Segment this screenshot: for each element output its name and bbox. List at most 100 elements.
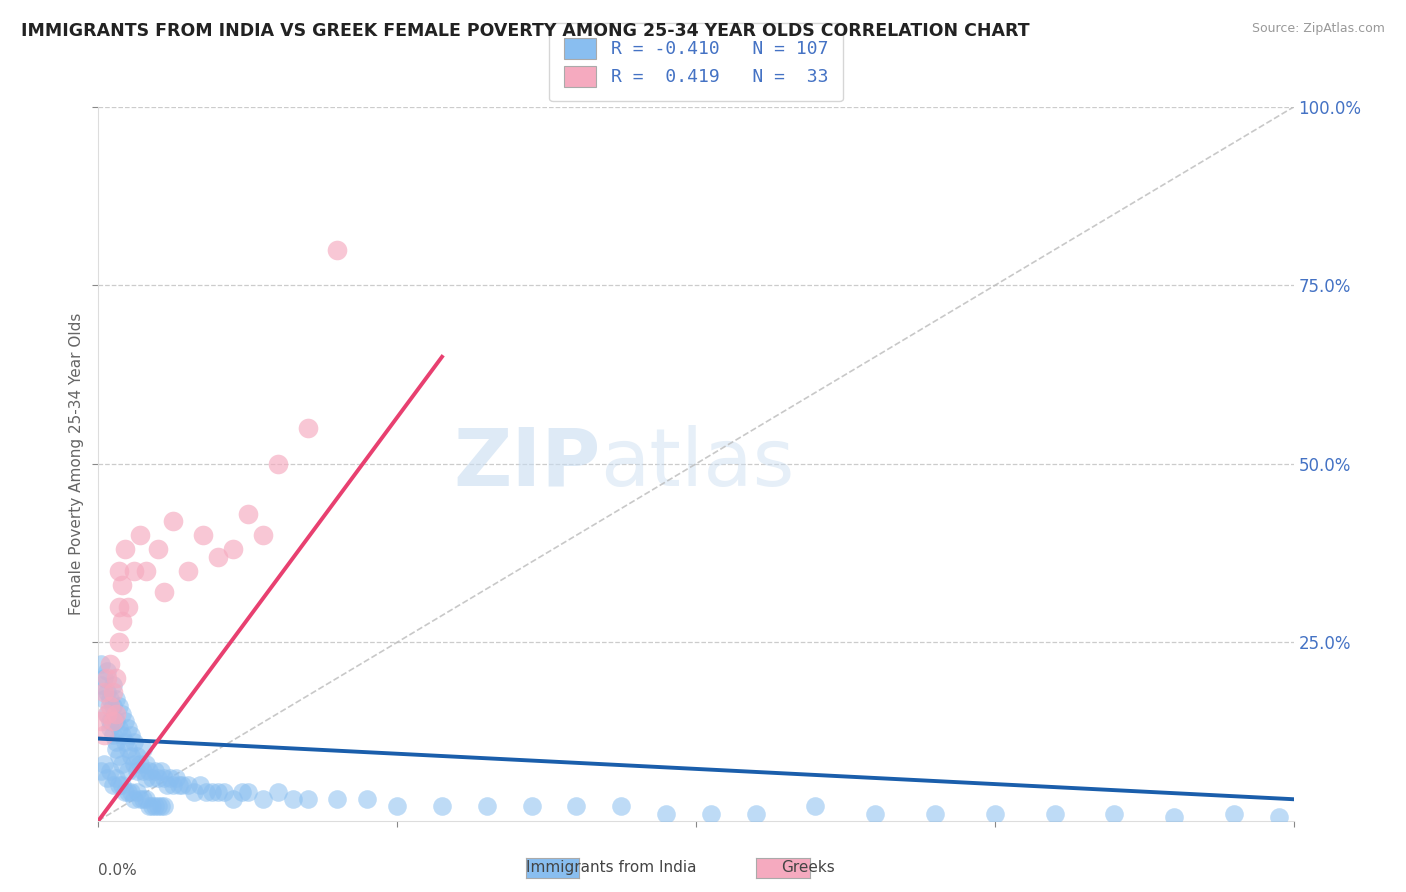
Point	[162, 514, 184, 528]
Point	[148, 799, 170, 814]
Point	[172, 778, 194, 792]
Point	[610, 799, 633, 814]
Point	[120, 728, 142, 742]
Point	[114, 542, 136, 557]
Point	[120, 785, 142, 799]
Point	[114, 785, 136, 799]
Point	[111, 756, 134, 771]
Point	[520, 799, 543, 814]
Point	[745, 806, 768, 821]
Point	[326, 792, 349, 806]
Point	[98, 721, 122, 735]
Point	[96, 706, 118, 721]
Point	[865, 806, 887, 821]
Point	[150, 799, 173, 814]
Point	[93, 692, 115, 706]
Point	[96, 664, 118, 678]
Point	[111, 728, 134, 742]
Point	[297, 421, 319, 435]
Point	[105, 735, 128, 749]
Point	[156, 778, 179, 792]
Point	[153, 585, 176, 599]
Point	[183, 785, 205, 799]
Point	[103, 714, 125, 728]
Legend: R = -0.410   N = 107, R =  0.419   N =  33: R = -0.410 N = 107, R = 0.419 N = 33	[550, 23, 842, 101]
Point	[98, 764, 122, 778]
Point	[159, 771, 181, 785]
Point	[430, 799, 453, 814]
Point	[252, 792, 274, 806]
Point	[207, 785, 229, 799]
Point	[111, 778, 134, 792]
Point	[114, 735, 136, 749]
Point	[135, 771, 157, 785]
Point	[127, 749, 149, 764]
Point	[167, 778, 190, 792]
Point	[98, 699, 122, 714]
Point	[120, 749, 142, 764]
Point	[111, 578, 134, 592]
Point	[117, 764, 139, 778]
Point	[326, 243, 349, 257]
Point	[105, 692, 128, 706]
Point	[124, 564, 146, 578]
Text: ZIP: ZIP	[453, 425, 600, 503]
Point	[135, 564, 157, 578]
Point	[90, 657, 112, 671]
Point	[150, 764, 173, 778]
Point	[655, 806, 678, 821]
Point	[108, 749, 131, 764]
Point	[165, 771, 187, 785]
Point	[135, 792, 157, 806]
Point	[129, 792, 152, 806]
Point	[108, 699, 131, 714]
Point	[132, 764, 155, 778]
Text: Immigrants from India: Immigrants from India	[526, 860, 697, 874]
Point	[93, 685, 115, 699]
Point	[103, 678, 125, 692]
Point	[117, 721, 139, 735]
Point	[1043, 806, 1066, 821]
Point	[90, 714, 112, 728]
Point	[98, 714, 122, 728]
Point	[148, 542, 170, 557]
Point	[924, 806, 946, 821]
Point	[231, 785, 253, 799]
Point	[117, 599, 139, 614]
Point	[177, 564, 200, 578]
Point	[141, 771, 163, 785]
Point	[90, 678, 112, 692]
Point	[1267, 810, 1289, 824]
Y-axis label: Female Poverty Among 25-34 Year Olds: Female Poverty Among 25-34 Year Olds	[69, 313, 84, 615]
Point	[96, 685, 118, 699]
Text: Source: ZipAtlas.com: Source: ZipAtlas.com	[1251, 22, 1385, 36]
Point	[124, 756, 146, 771]
Text: IMMIGRANTS FROM INDIA VS GREEK FEMALE POVERTY AMONG 25-34 YEAR OLDS CORRELATION : IMMIGRANTS FROM INDIA VS GREEK FEMALE PO…	[21, 22, 1029, 40]
Point	[162, 778, 184, 792]
Point	[191, 528, 214, 542]
Point	[475, 799, 498, 814]
Point	[90, 764, 112, 778]
Point	[117, 742, 139, 756]
Point	[188, 778, 211, 792]
Point	[1163, 810, 1185, 824]
Point	[281, 792, 304, 806]
Point	[93, 756, 115, 771]
Point	[236, 507, 259, 521]
Point	[212, 785, 235, 799]
Point	[108, 778, 131, 792]
Point	[222, 792, 245, 806]
Text: 0.0%: 0.0%	[98, 863, 138, 879]
Point	[127, 785, 149, 799]
Point	[153, 799, 176, 814]
Point	[201, 785, 224, 799]
Point	[96, 671, 118, 685]
Point	[124, 735, 146, 749]
Point	[1104, 806, 1126, 821]
Point	[117, 785, 139, 799]
Point	[105, 714, 128, 728]
Text: Greeks: Greeks	[782, 860, 835, 874]
Point	[105, 671, 128, 685]
Point	[297, 792, 319, 806]
Point	[195, 785, 218, 799]
